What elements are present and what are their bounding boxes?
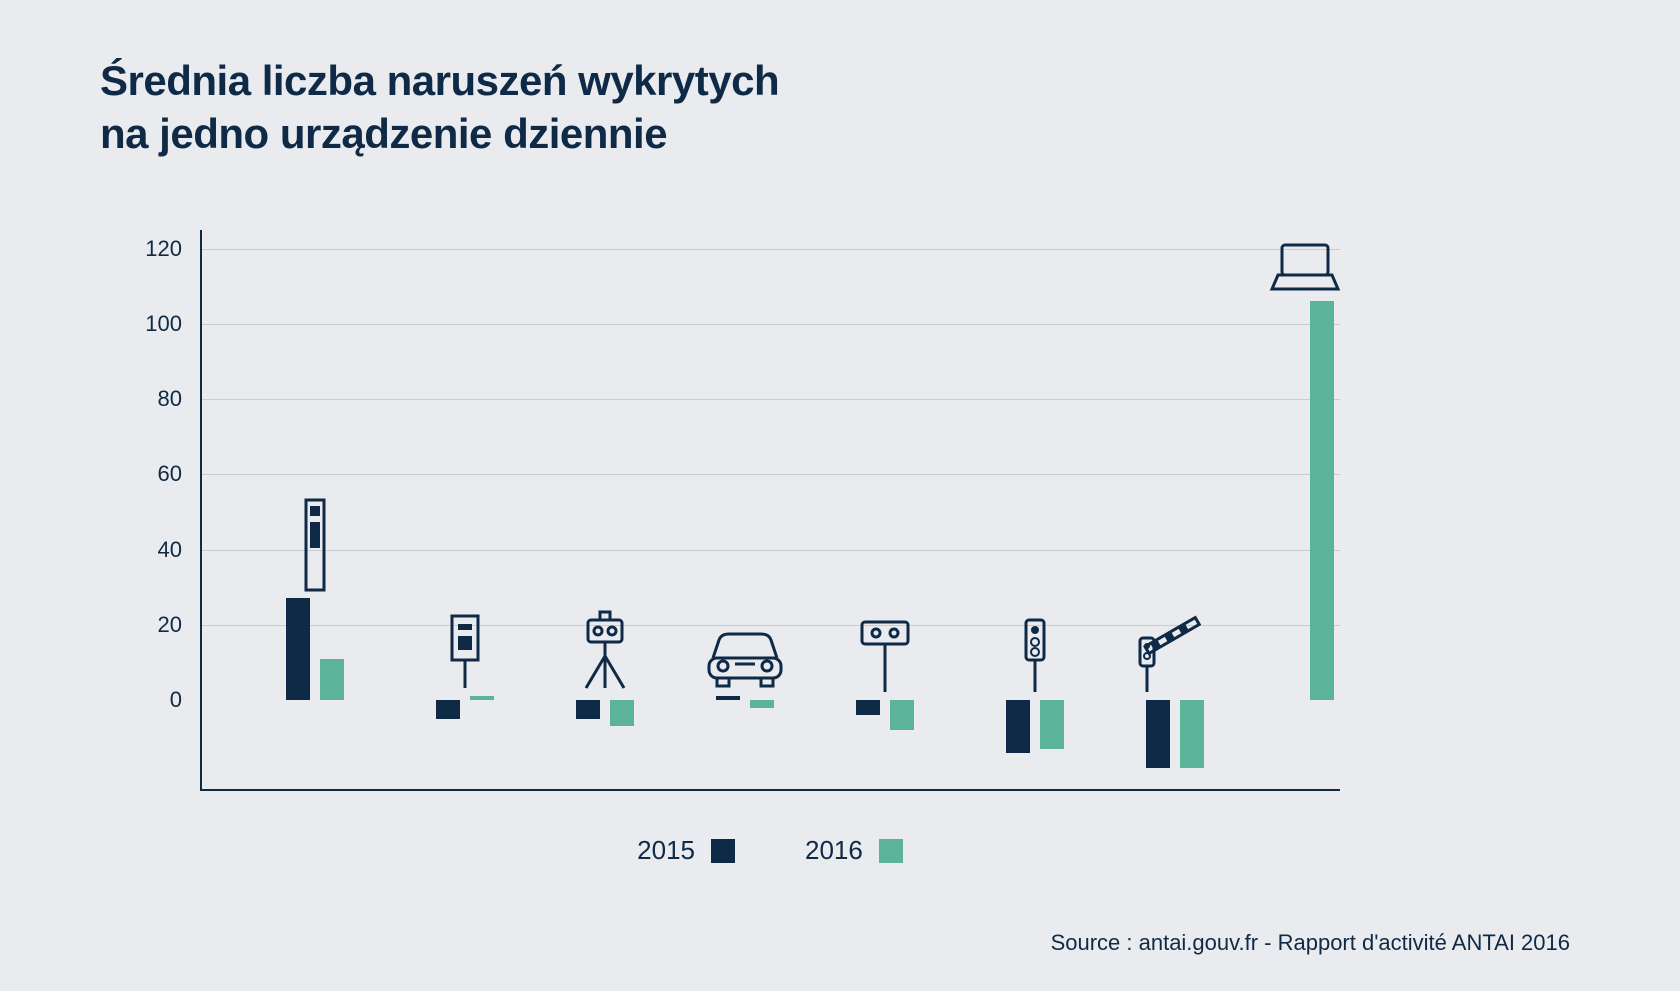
x-axis bbox=[200, 789, 1340, 791]
grid-line bbox=[200, 550, 1340, 551]
chart: 020406080100120 20152016 bbox=[200, 230, 1340, 790]
grid-line bbox=[200, 399, 1340, 400]
laptop-icon bbox=[1272, 243, 1338, 293]
tripod-camera-icon bbox=[574, 616, 636, 692]
chart-title-line2: na jedno urządzenie dziennie bbox=[100, 110, 667, 157]
bar-mobile-radar-tripod-2015 bbox=[576, 700, 600, 719]
y-axis bbox=[200, 230, 202, 790]
bar-section-speed-camera-2016 bbox=[470, 696, 494, 700]
traffic-light-icon bbox=[1020, 620, 1050, 692]
source-text: Source : antai.gouv.fr - Rapport d'activ… bbox=[1051, 930, 1570, 956]
chart-title-line1: Średnia liczba naruszeń wykrytych bbox=[100, 57, 779, 104]
y-tick-label: 100 bbox=[145, 311, 200, 337]
bar-red-light-camera-2016 bbox=[890, 700, 914, 730]
y-tick-label: 120 bbox=[145, 236, 200, 262]
plot-area: 020406080100120 bbox=[200, 230, 1340, 790]
legend: 2015 2016 bbox=[200, 835, 1340, 866]
bar-level-crossing-camera-2015 bbox=[1146, 700, 1170, 768]
car-icon bbox=[705, 624, 785, 688]
bar-fixed-speed-camera-2015 bbox=[286, 598, 310, 700]
y-tick-label: 40 bbox=[158, 537, 200, 563]
bar-mobile-radar-tripod-2016 bbox=[610, 700, 634, 726]
legend-label: 2016 bbox=[805, 835, 863, 866]
barrier-icon bbox=[1140, 620, 1210, 692]
legend-label: 2015 bbox=[637, 835, 695, 866]
y-tick-label: 80 bbox=[158, 386, 200, 412]
bar-fixed-speed-camera-2016 bbox=[320, 659, 344, 700]
y-tick-label: 20 bbox=[158, 612, 200, 638]
bar-mobile-radar-car-2016 bbox=[750, 700, 774, 708]
legend-swatch bbox=[711, 839, 735, 863]
y-tick-label: 60 bbox=[158, 461, 200, 487]
bar-red-light-camera-2015 bbox=[856, 700, 880, 715]
bar-autonomous-radar-2016 bbox=[1310, 301, 1334, 700]
chart-title: Średnia liczba naruszeń wykrytych na jed… bbox=[100, 55, 779, 160]
grid-line bbox=[200, 249, 1340, 250]
bar-section-speed-camera-2015 bbox=[436, 700, 460, 719]
sign-pole-icon bbox=[858, 620, 912, 692]
grid-line bbox=[200, 474, 1340, 475]
radar-box-icon bbox=[444, 616, 486, 688]
legend-item-2016: 2016 bbox=[805, 835, 903, 866]
grid-line bbox=[200, 324, 1340, 325]
legend-swatch bbox=[879, 839, 903, 863]
bar-level-crossing-camera-2016 bbox=[1180, 700, 1204, 768]
bar-traffic-light-camera-2016 bbox=[1040, 700, 1064, 749]
legend-item-2015: 2015 bbox=[637, 835, 735, 866]
y-tick-label: 0 bbox=[170, 687, 200, 713]
bar-mobile-radar-car-2015 bbox=[716, 696, 740, 700]
radar-pole-icon bbox=[296, 500, 334, 590]
bar-traffic-light-camera-2015 bbox=[1006, 700, 1030, 753]
